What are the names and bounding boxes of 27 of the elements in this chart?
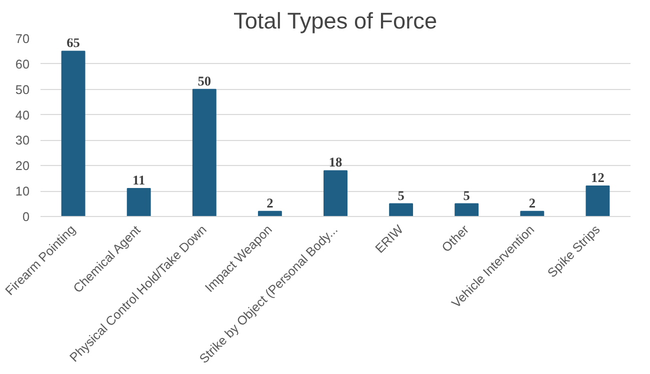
chart-title: Total Types of Force bbox=[234, 8, 438, 34]
bar bbox=[61, 50, 86, 216]
bar bbox=[454, 203, 479, 216]
bar bbox=[126, 188, 151, 216]
y-tick-label: 60 bbox=[15, 57, 30, 72]
bar bbox=[586, 185, 610, 216]
y-tick-label: 10 bbox=[15, 184, 30, 199]
data-label: 2 bbox=[266, 195, 274, 210]
data-label: 12 bbox=[591, 170, 605, 185]
data-label: 11 bbox=[132, 172, 146, 188]
y-tick-label: 40 bbox=[15, 108, 30, 122]
data-label: 5 bbox=[398, 188, 405, 203]
bar bbox=[258, 210, 282, 216]
y-tick-label: 0 bbox=[22, 210, 30, 224]
y-tick-label: 20 bbox=[15, 159, 30, 174]
data-label: 50 bbox=[198, 73, 212, 88]
data-label: 5 bbox=[463, 188, 470, 203]
y-tick-label: 70 bbox=[15, 32, 30, 46]
data-label: 65 bbox=[66, 35, 80, 50]
y-tick-label: 50 bbox=[15, 82, 30, 97]
bar bbox=[324, 170, 348, 216]
data-label: 18 bbox=[328, 154, 342, 170]
y-tick-label: 30 bbox=[15, 134, 30, 148]
bar bbox=[520, 210, 544, 216]
bar bbox=[389, 203, 414, 216]
data-label: 2 bbox=[528, 195, 536, 210]
bar bbox=[192, 88, 216, 216]
